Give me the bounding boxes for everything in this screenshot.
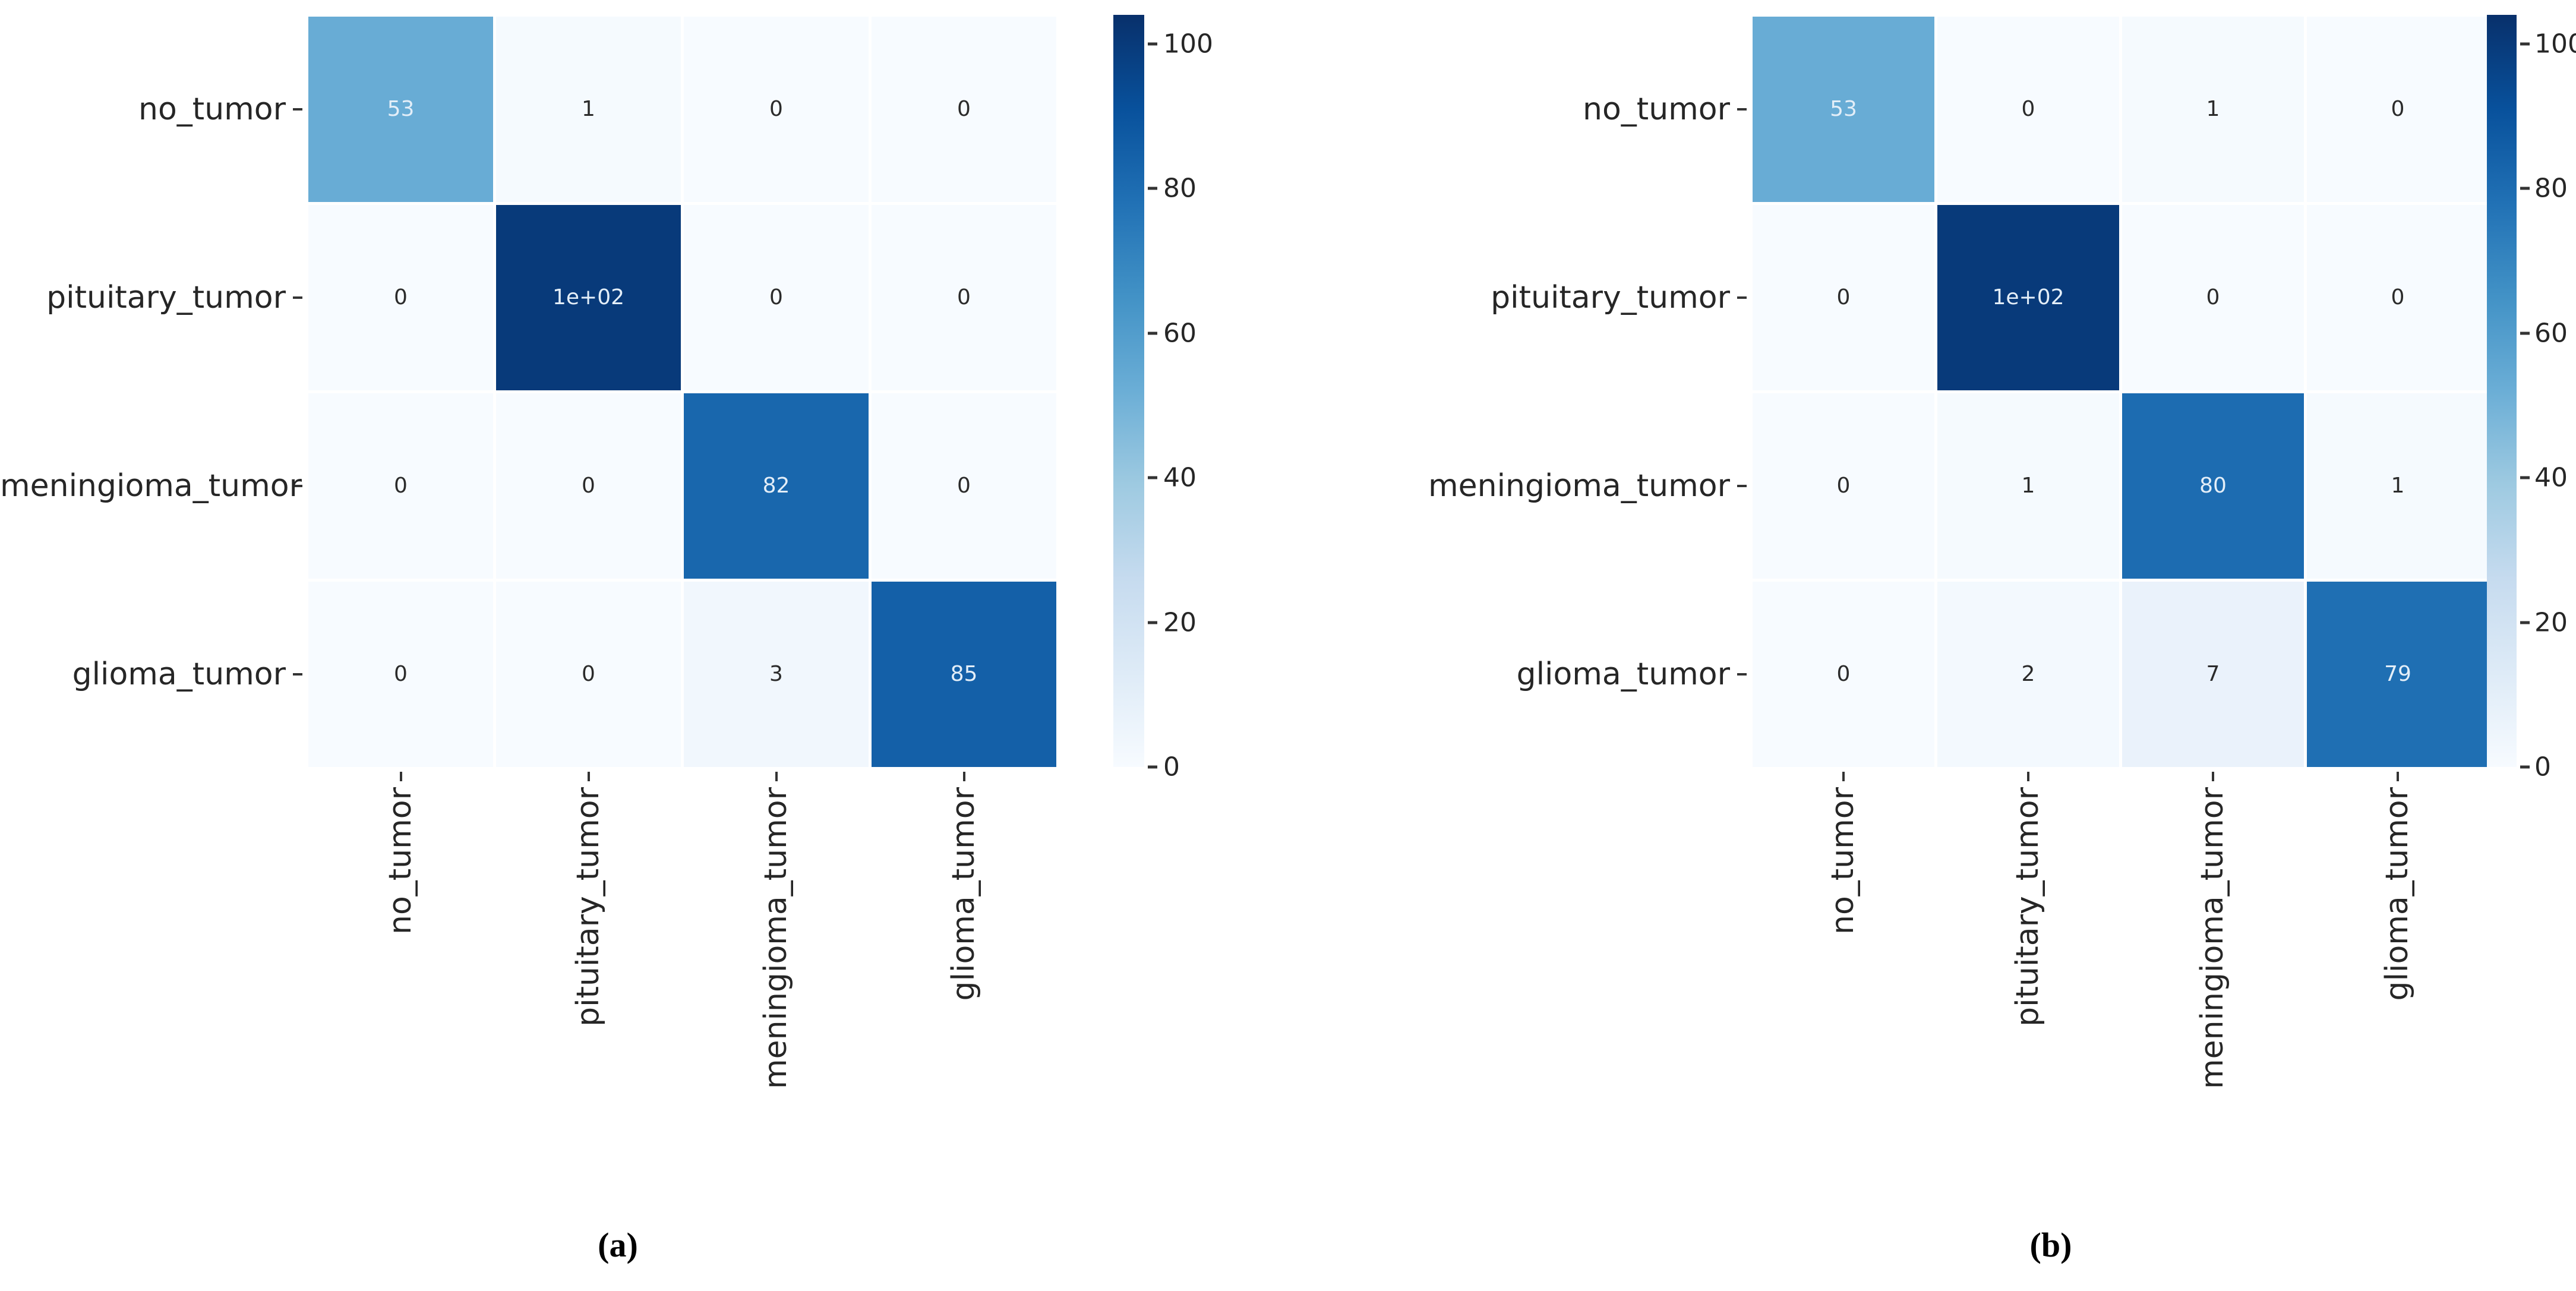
heatmap-cell-r2c3: 0 [872, 393, 1056, 579]
x-tick-mark [775, 772, 778, 781]
y-tick-mark [1737, 485, 1747, 487]
heatmap-cell-r3c1: 0 [496, 582, 681, 767]
heatmap-cell-r2c2: 80 [2122, 393, 2304, 579]
heatmap-cell-r0c2: 0 [684, 17, 869, 202]
colorbar-tick-label: 60 [2534, 318, 2568, 349]
colorbar [2487, 15, 2517, 767]
heatmap-cell-r2c0: 0 [1753, 393, 1934, 579]
colorbar-tick-mark [1148, 42, 1157, 46]
colorbar-tick-mark [2520, 332, 2530, 335]
heatmap-cell-r3c3: 79 [2307, 582, 2489, 767]
heatmap-cell-r1c2: 0 [2122, 205, 2304, 390]
heatmap-cell-r1c0: 0 [308, 205, 493, 390]
panel-caption: (b) [2029, 1226, 2072, 1264]
y-tick-label: meningioma_tumor [0, 468, 302, 504]
heatmap-cell-r0c2: 1 [2122, 17, 2304, 202]
heatmap-cell-r3c2: 7 [2122, 582, 2304, 767]
x-tick-label: pituitary_tumor [2010, 787, 2046, 1027]
heatmap-cell-r0c3: 0 [2307, 17, 2489, 202]
x-tick-mark [1842, 772, 1845, 781]
y-tick-label: glioma_tumor [1516, 656, 1730, 692]
x-tick-label: meningioma_tumor [2195, 787, 2231, 1089]
panel-caption: (a) [598, 1226, 638, 1264]
y-tick-mark [1737, 296, 1747, 299]
heatmap-cell-r2c0: 0 [308, 393, 493, 579]
heatmap-cell-r1c1: 1e+02 [496, 205, 681, 390]
y-tick-mark [1737, 108, 1747, 111]
colorbar-tick-mark [1148, 765, 1157, 769]
y-tick-label: pituitary_tumor [1491, 280, 1730, 315]
colorbar-tick-mark [2520, 187, 2530, 190]
heatmap-cell-r3c1: 2 [1937, 582, 2119, 767]
y-tick-label: meningioma_tumor [1428, 468, 1730, 504]
x-tick-mark [2397, 772, 2399, 781]
colorbar-tick-mark [2520, 476, 2530, 479]
colorbar-tick-label: 40 [1163, 462, 1197, 493]
colorbar-tick-label: 20 [2534, 607, 2568, 638]
x-tick-mark [399, 772, 402, 781]
heatmap-cell-r0c1: 1 [496, 17, 681, 202]
colorbar-tick-label: 0 [2534, 752, 2551, 782]
y-tick-label: no_tumor [138, 91, 286, 127]
heatmap-cell-r1c2: 0 [684, 205, 869, 390]
x-tick-mark [2027, 772, 2029, 781]
colorbar-tick-label: 60 [1163, 318, 1197, 349]
colorbar-tick-label: 0 [1163, 752, 1180, 782]
heatmap-cell-r2c1: 1 [1937, 393, 2119, 579]
heatmap-cell-r0c0: 53 [1753, 17, 1934, 202]
colorbar-tick-mark [2520, 621, 2530, 624]
heatmap-cell-r2c2: 82 [684, 393, 869, 579]
heatmap-cell-r3c0: 0 [1753, 582, 1934, 767]
heatmap-cell-r1c0: 0 [1753, 205, 1934, 390]
heatmap-cell-r0c1: 0 [1937, 17, 2119, 202]
x-tick-mark [587, 772, 590, 781]
colorbar-tick-label: 100 [2534, 29, 2576, 59]
colorbar-tick-label: 100 [1163, 29, 1213, 59]
colorbar-tick-mark [1148, 187, 1157, 190]
colorbar-tick-mark [2520, 42, 2530, 46]
colorbar-tick-mark [1148, 332, 1157, 335]
y-tick-label: pituitary_tumor [46, 280, 286, 315]
y-tick-label: glioma_tumor [72, 656, 286, 692]
y-tick-mark [293, 108, 302, 111]
heatmap-cell-r1c3: 0 [872, 205, 1056, 390]
y-tick-mark [293, 673, 302, 676]
x-tick-label: glioma_tumor [2379, 787, 2416, 1001]
colorbar-tick-mark [2520, 765, 2530, 769]
heatmap-cell-r1c1: 1e+02 [1937, 205, 2119, 390]
colorbar-tick-mark [1148, 476, 1157, 479]
colorbar-tick-label: 80 [2534, 173, 2568, 204]
y-tick-label: no_tumor [1583, 91, 1730, 127]
heatmap-cell-r1c3: 0 [2307, 205, 2489, 390]
colorbar-tick-label: 80 [1163, 173, 1197, 204]
heatmap-cell-r3c3: 85 [872, 582, 1056, 767]
x-tick-label: no_tumor [1825, 787, 1861, 935]
colorbar-tick-label: 20 [1163, 607, 1197, 638]
y-tick-mark [293, 485, 302, 487]
y-tick-mark [1737, 673, 1747, 676]
heatmap-cell-r3c0: 0 [308, 582, 493, 767]
colorbar-tick-mark [1148, 621, 1157, 624]
x-tick-mark [962, 772, 965, 781]
x-tick-mark [2212, 772, 2214, 781]
heatmap-cell-r0c0: 53 [308, 17, 493, 202]
colorbar [1113, 15, 1144, 767]
colorbar-tick-label: 40 [2534, 462, 2568, 493]
heatmap-cell-r3c2: 3 [684, 582, 869, 767]
heatmap-cell-r0c3: 0 [872, 17, 1056, 202]
heatmap-cell-r2c3: 1 [2307, 393, 2489, 579]
heatmap-cell-r2c1: 0 [496, 393, 681, 579]
y-tick-mark [293, 296, 302, 299]
